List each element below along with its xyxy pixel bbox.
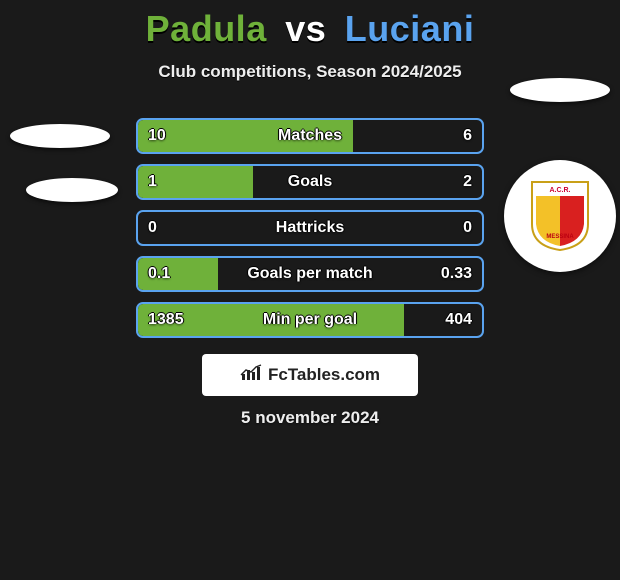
stat-label: Matches <box>278 127 342 145</box>
stats-container: 10 Matches 6 1 Goals 2 0 Hattricks 0 0.1 Goals per… <box>136 118 484 348</box>
club-shield-icon: A.C.R. MESSINA <box>530 180 590 252</box>
stat-row: 0 Hattricks 0 <box>136 210 484 246</box>
placeholder-ellipse <box>10 124 110 148</box>
stat-label: Goals <box>288 173 332 191</box>
stat-value-right: 0 <box>463 219 472 237</box>
stat-value-left: 1 <box>148 173 157 191</box>
badge-club-name: MESSINA <box>546 234 574 240</box>
player2-name: Luciani <box>345 8 475 49</box>
stat-value-right: 0.33 <box>441 265 472 283</box>
stat-label: Goals per match <box>247 265 372 283</box>
stat-value-right: 2 <box>463 173 472 191</box>
player1-avatar <box>4 100 116 212</box>
comparison-title: Padula vs Luciani <box>0 0 620 50</box>
stat-row: 10 Matches 6 <box>136 118 484 154</box>
badge-top-text: A.C.R. <box>550 187 571 194</box>
placeholder-ellipse <box>26 178 118 202</box>
stat-value-right: 6 <box>463 127 472 145</box>
stat-row: 0.1 Goals per match 0.33 <box>136 256 484 292</box>
stat-label: Min per goal <box>263 311 357 329</box>
player1-name: Padula <box>146 8 267 49</box>
player2-club-badge: A.C.R. MESSINA <box>504 160 616 272</box>
branding-badge: FcTables.com <box>202 354 418 396</box>
chart-icon <box>240 364 262 387</box>
stat-value-left: 1385 <box>148 311 184 329</box>
branding-text: FcTables.com <box>268 365 380 385</box>
snapshot-date: 5 november 2024 <box>0 408 620 428</box>
stat-row: 1385 Min per goal 404 <box>136 302 484 338</box>
vs-label: vs <box>285 8 326 49</box>
stat-value-right: 404 <box>445 311 472 329</box>
stat-value-left: 0.1 <box>148 265 170 283</box>
stat-label: Hattricks <box>276 219 344 237</box>
stat-row: 1 Goals 2 <box>136 164 484 200</box>
stat-value-left: 0 <box>148 219 157 237</box>
stat-value-left: 10 <box>148 127 166 145</box>
subtitle: Club competitions, Season 2024/2025 <box>0 62 620 82</box>
